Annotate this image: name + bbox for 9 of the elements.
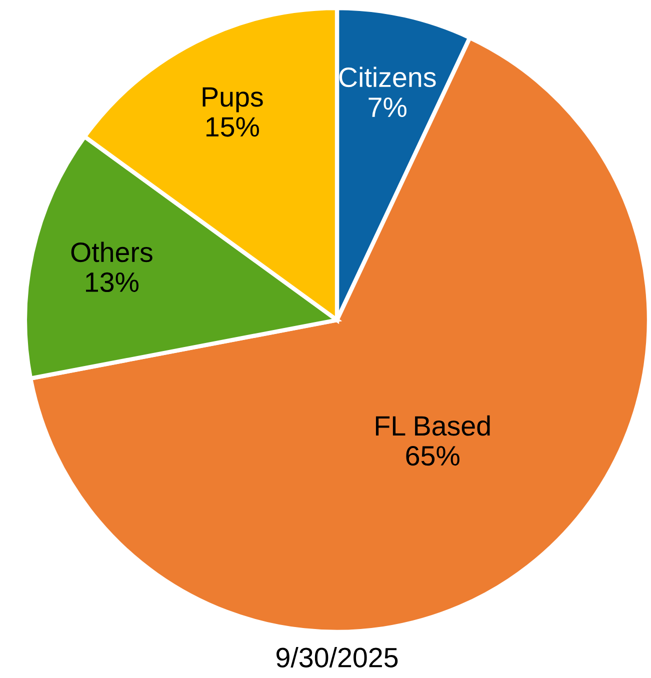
slice-label: Pups [202, 87, 263, 112]
data-label: 65% [406, 446, 460, 466]
data-label: 15% [206, 117, 259, 137]
data-label: 7% [368, 98, 406, 117]
slice-label: Others [71, 242, 152, 262]
text: 9/30/2025 [276, 647, 398, 668]
slice-label: FL Based [376, 415, 490, 436]
data-label: 13% [86, 272, 138, 292]
slice-label: Citizens [339, 66, 436, 88]
